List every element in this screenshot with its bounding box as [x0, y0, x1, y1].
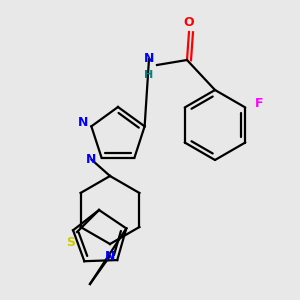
Text: N: N [144, 52, 154, 65]
Text: S: S [67, 236, 76, 249]
Text: F: F [255, 97, 264, 110]
Text: O: O [184, 16, 194, 28]
Text: H: H [144, 70, 154, 80]
Text: N: N [78, 116, 88, 129]
Text: N: N [105, 250, 115, 262]
Text: N: N [86, 153, 97, 166]
